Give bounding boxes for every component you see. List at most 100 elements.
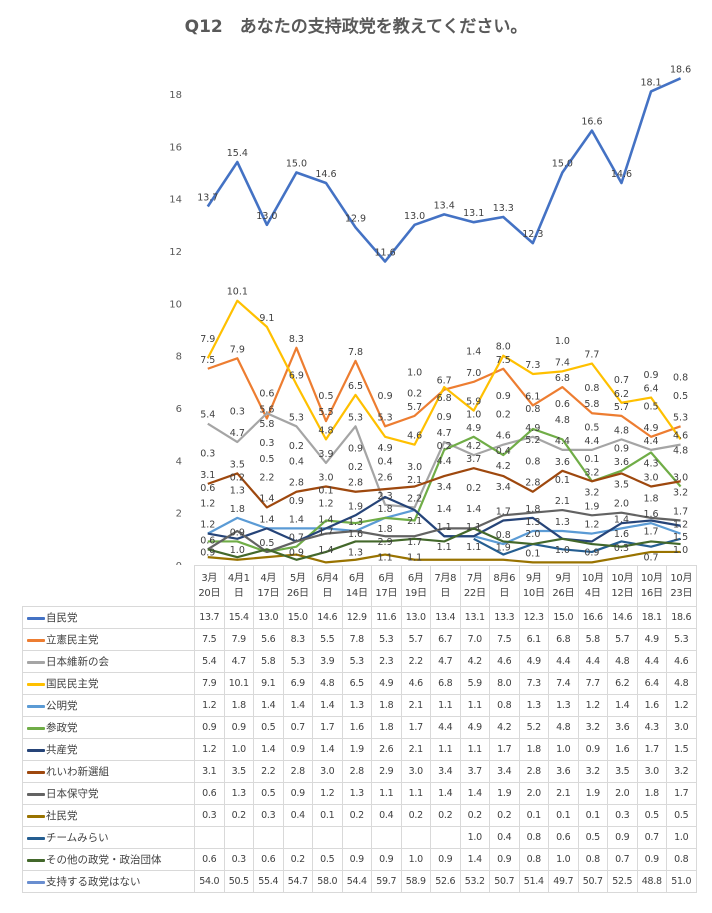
table-cell: 0.5 [577, 826, 608, 849]
data-label: 2.1 [407, 475, 422, 486]
table-cell: 0.7 [607, 848, 638, 871]
data-label: 2.6 [378, 472, 393, 483]
data-label: 2.3 [378, 491, 393, 502]
table-cell: 7.0 [459, 628, 490, 651]
category-label: 10日 [522, 588, 545, 599]
table-cell: 55.4 [253, 870, 284, 893]
data-label: 3.6 [555, 457, 570, 468]
table-cell: 4.8 [548, 716, 579, 739]
data-label: 0.3 [200, 449, 215, 460]
table-cell: 0.9 [282, 738, 313, 761]
table-cell: 0.3 [607, 804, 638, 827]
table-cell: 1.4 [459, 848, 490, 871]
table-cell: 0.2 [430, 804, 461, 827]
table-cell [223, 826, 254, 849]
table-cell: 6.1 [518, 628, 549, 651]
category-header: 4月1 日 [223, 565, 254, 607]
data-label: 1.9 [348, 501, 363, 512]
table-cell: 48.8 [636, 870, 667, 893]
data-label: 1.8 [525, 504, 540, 515]
data-label: 1.2 [673, 520, 688, 531]
data-label: 5.2 [525, 435, 540, 446]
data-label: 0.9 [348, 443, 363, 454]
data-label: 5.7 [407, 402, 422, 413]
table-cell: 13.7 [194, 606, 225, 629]
data-label: 3.5 [230, 459, 245, 470]
y-tick-label: 0 [176, 561, 182, 565]
table-cell: 3.4 [489, 760, 520, 783]
data-label: 13.1 [463, 208, 484, 219]
data-label: 4.2 [466, 441, 481, 452]
data-label: 13.0 [256, 211, 277, 222]
table-cell: 58.0 [312, 870, 343, 893]
table-cell: 0.2 [459, 804, 490, 827]
table-cell: 4.9 [371, 672, 402, 695]
data-label: 1.3 [555, 517, 570, 528]
table-cell: 0.2 [400, 804, 431, 827]
data-label: 0.1 [525, 548, 540, 559]
data-label: 6.5 [348, 381, 363, 392]
data-label: 7.5 [200, 355, 215, 366]
series-line-0 [206, 77, 682, 263]
table-cell: 4.2 [489, 716, 520, 739]
table-cell: 1.1 [371, 782, 402, 805]
table-cell: 2.0 [518, 782, 549, 805]
table-cell: 7.8 [341, 628, 372, 651]
data-label: 4.9 [466, 423, 481, 434]
data-label: 6.1 [525, 391, 540, 402]
table-cell: 11.6 [371, 606, 402, 629]
series-legend-cell: 公明党 [22, 694, 195, 717]
data-label: 0.9 [614, 443, 629, 454]
table-cell: 8.0 [489, 672, 520, 695]
table-row: 立憲民主党 7.5 7.9 5.6 8.3 5.5 7.8 5.3 5.7 6.7 7.0 7.5 6.… [22, 628, 697, 651]
table-cell: 4.4 [430, 716, 461, 739]
table-cell: 1.3 [223, 782, 254, 805]
table-cell: 2.3 [371, 650, 402, 673]
category-label: 日 [322, 588, 333, 599]
table-cell: 6.2 [607, 672, 638, 695]
table-cell: 1.8 [636, 782, 667, 805]
data-label: 0.5 [643, 401, 658, 412]
header-corner [22, 565, 195, 607]
series-line-1 [207, 346, 681, 438]
category-label: 14日 [345, 588, 368, 599]
table-cell: 3.7 [459, 760, 490, 783]
data-label: 1.4 [437, 504, 452, 515]
table-cell: 3.5 [223, 760, 254, 783]
series-name: 日本保守党 [46, 788, 99, 800]
table-cell: 1.4 [312, 694, 343, 717]
data-label: 1.8 [378, 524, 393, 535]
series-name: チームみらい [46, 832, 109, 844]
category-header: 10月 12日 [607, 565, 638, 607]
table-header-row: 3月 20日 4月1 日 4月 17日 5月 26日 6月4 日 6月 14日 6月 17日 6月 19日 7月… [22, 565, 697, 607]
y-tick-label: 18 [169, 90, 182, 101]
series-legend-cell: 社民党 [22, 804, 195, 827]
table-cell: 4.9 [518, 650, 549, 673]
data-label: 3.4 [437, 482, 452, 493]
data-label: 4.7 [230, 428, 245, 439]
data-label: 1.8 [643, 493, 658, 504]
data-label: 0.4 [496, 446, 511, 457]
data-label: 0.2 [230, 472, 245, 483]
category-label: 26日 [286, 588, 309, 599]
data-label: 9.1 [259, 313, 274, 324]
table-cell: 5.3 [341, 650, 372, 673]
table-cell: 2.8 [518, 760, 549, 783]
table-cell: 15.0 [282, 606, 313, 629]
table-cell: 1.2 [312, 782, 343, 805]
data-label: 0.2 [407, 388, 422, 399]
table-cell: 4.7 [223, 650, 254, 673]
table-cell: 4.7 [430, 650, 461, 673]
table-cell: 1.0 [223, 738, 254, 761]
table-cell: 59.7 [371, 870, 402, 893]
table-row: 公明党 1.2 1.8 1.4 1.4 1.4 1.3 1.8 2.1 1.1 1.1 0.8 1.3 1… [22, 694, 697, 717]
data-label: 13.0 [404, 211, 425, 222]
table-cell: 1.3 [548, 694, 579, 717]
table-cell: 4.6 [666, 650, 697, 673]
table-cell: 1.4 [430, 782, 461, 805]
data-label: 1.0 [555, 336, 570, 347]
table-cell: 6.4 [636, 672, 667, 695]
table-row: チームみらい 1.0 0.4 0.8 0.6 0.5 0.9 0.7 1.0 [22, 826, 697, 849]
table-cell: 53.2 [459, 870, 490, 893]
table-cell: 0.4 [282, 804, 313, 827]
